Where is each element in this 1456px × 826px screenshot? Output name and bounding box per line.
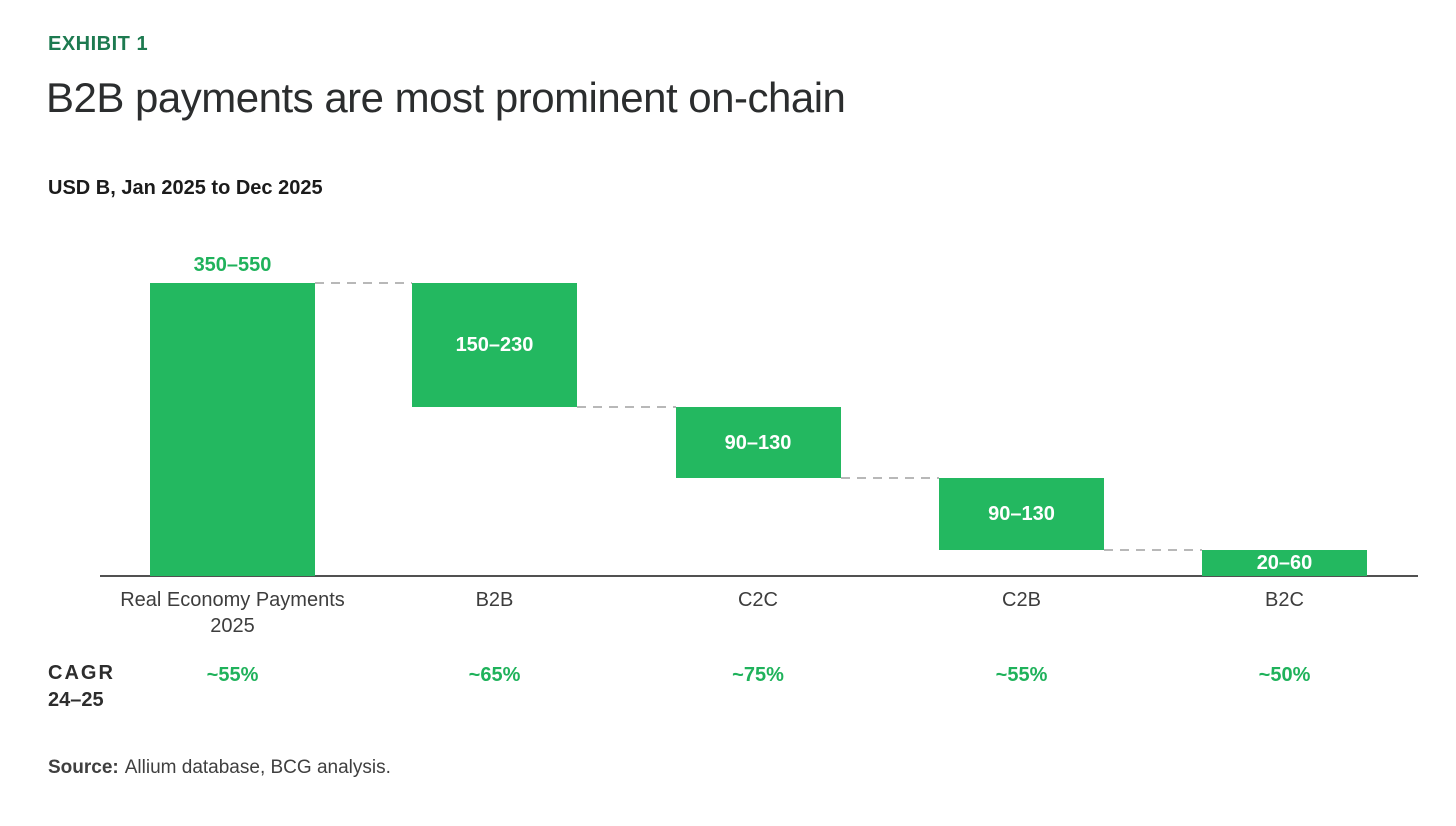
x-axis-line [100, 575, 1418, 577]
waterfall-bar-3: 90–130 [675, 406, 841, 479]
category-label: Real Economy Payments 2025 [120, 589, 345, 637]
bar-value-label: 90–130 [724, 431, 792, 454]
waterfall-bar-5: 20–60 [1202, 549, 1367, 576]
bar-value-label: 90–130 [988, 503, 1055, 526]
bar-value-label: 350–550 [193, 254, 272, 276]
cagr-row-label-line2: 24–25 [48, 689, 104, 711]
bar-value-label: 150–230 [455, 333, 534, 356]
category-label: B2B [475, 589, 514, 611]
cagr-value: ~55% [995, 664, 1048, 686]
waterfall-connector [315, 282, 412, 284]
source-note: Source: Allium database, BCG analysis. [48, 757, 391, 779]
cagr-value: ~55% [206, 664, 259, 686]
cagr-value: ~65% [468, 664, 521, 686]
waterfall-bar-1 [150, 283, 315, 576]
cagr-value: ~50% [1258, 664, 1311, 686]
cagr-value: ~75% [732, 664, 784, 686]
waterfall-connector [577, 405, 676, 408]
category-label: B2C [1265, 589, 1304, 611]
category-label: C2C [737, 589, 778, 611]
category-label: C2B [1002, 589, 1041, 611]
waterfall-bar-4: 90–130 [939, 478, 1104, 550]
waterfall-connector [840, 477, 939, 480]
source-label: Source: [48, 757, 119, 778]
bar-value-label: 20–60 [1256, 551, 1313, 574]
chart-units-subtitle: USD B, Jan 2025 to Dec 2025 [48, 177, 323, 199]
waterfall-connector [1104, 548, 1202, 551]
page-title: B2B payments are most prominent on-chain [46, 74, 846, 121]
cagr-row-label-line1: CAGR [48, 662, 115, 684]
source-text: Allium database, BCG analysis. [124, 757, 391, 778]
waterfall-bar-2: 150–230 [412, 283, 577, 407]
cagr-row-label: CAGR 24–25 [48, 660, 115, 714]
exhibit-number-label: EXHIBIT 1 [48, 33, 149, 55]
